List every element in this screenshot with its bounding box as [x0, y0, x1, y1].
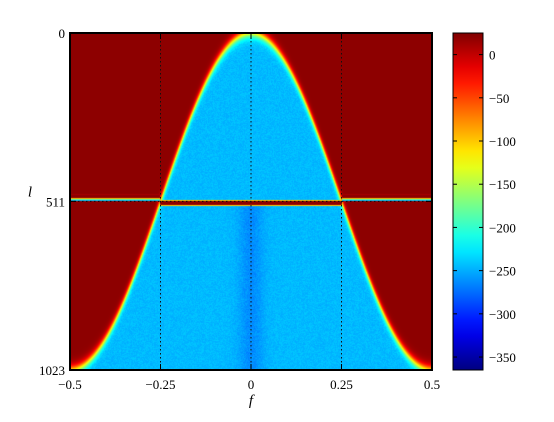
colorbar-tick-label: −300 [489, 307, 516, 322]
x-tick-label: −0.25 [145, 377, 175, 392]
y-axis-title: l [28, 184, 32, 200]
colorbar-tick-label: −250 [489, 264, 516, 279]
x-tick-label: −0.5 [58, 377, 82, 392]
colorbar-tick-label: −100 [489, 134, 516, 149]
x-tick-label: 0 [248, 377, 255, 392]
colorbar-tick-label: −350 [489, 350, 516, 365]
colorbar-tick-label: −150 [489, 177, 516, 192]
y-tick-label: 511 [46, 194, 65, 209]
y-tick-label: 1023 [39, 363, 65, 378]
x-tick-label: 0.25 [330, 377, 353, 392]
colorbar-frame [452, 32, 484, 371]
colorbar-gradient [453, 33, 483, 370]
y-tick-label: 0 [59, 26, 66, 41]
x-tick-label: 0.5 [424, 377, 440, 392]
colorbar-tick-label: 0 [489, 48, 496, 63]
colorbar-tick-label: −200 [489, 220, 516, 235]
x-axis-title: f [249, 393, 255, 409]
colorbar-tick-label: −50 [489, 91, 509, 106]
